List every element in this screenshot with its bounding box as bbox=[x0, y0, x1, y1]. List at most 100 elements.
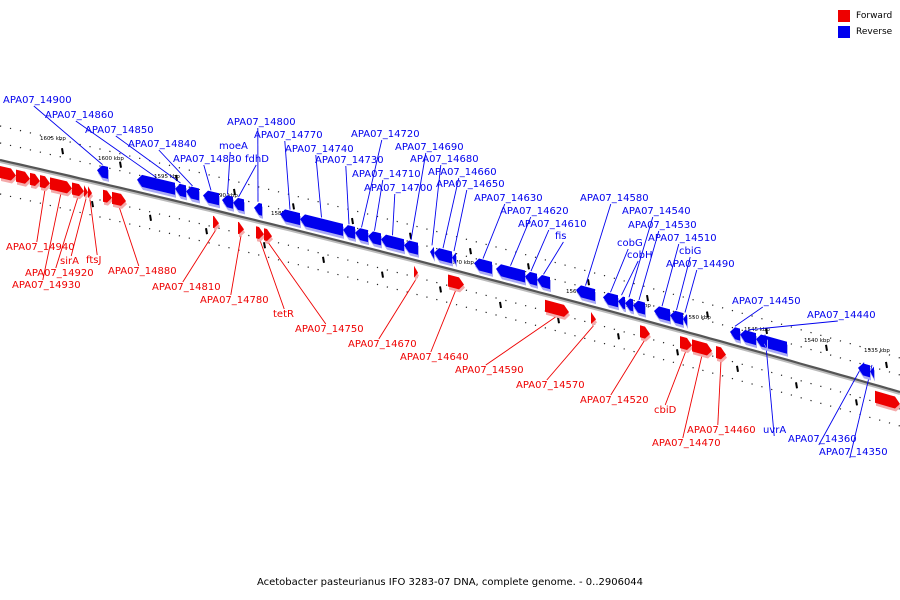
gene-label[interactable]: APA07_14660 bbox=[428, 167, 497, 178]
gene-label[interactable]: APA07_14940 bbox=[6, 242, 75, 253]
gene-label[interactable]: APA07_14470 bbox=[652, 438, 721, 449]
reverse-gene[interactable] bbox=[452, 252, 456, 265]
forward-gene[interactable] bbox=[112, 191, 126, 206]
forward-gene[interactable] bbox=[264, 228, 272, 241]
forward-gene[interactable] bbox=[591, 312, 596, 325]
reverse-gene[interactable] bbox=[233, 197, 244, 212]
reverse-gene[interactable] bbox=[603, 292, 618, 308]
gene-label[interactable]: APA07_14930 bbox=[12, 280, 81, 291]
forward-gene[interactable] bbox=[0, 166, 16, 181]
reverse-gene[interactable] bbox=[525, 271, 537, 286]
gene-label[interactable]: APA07_14850 bbox=[85, 125, 154, 136]
reverse-gene[interactable] bbox=[858, 363, 870, 378]
gene-label[interactable]: APA07_14680 bbox=[410, 154, 479, 165]
gene-label[interactable]: tetR bbox=[273, 309, 294, 320]
reverse-gene[interactable] bbox=[280, 209, 300, 226]
gene-label[interactable]: ftsJ bbox=[86, 255, 101, 266]
forward-gene[interactable] bbox=[238, 221, 244, 235]
gene-label[interactable]: APA07_14640 bbox=[400, 352, 469, 363]
forward-gene[interactable] bbox=[640, 325, 650, 339]
gene-label[interactable]: cbiG bbox=[679, 246, 701, 257]
gene-label[interactable]: cobH bbox=[627, 250, 652, 261]
gene-label[interactable]: sirA bbox=[60, 256, 79, 267]
gene-label[interactable]: APA07_14780 bbox=[200, 295, 269, 306]
forward-gene[interactable] bbox=[692, 339, 712, 356]
reverse-gene[interactable] bbox=[404, 240, 418, 255]
forward-gene[interactable] bbox=[84, 185, 88, 198]
reverse-gene[interactable] bbox=[625, 298, 633, 312]
gene-label[interactable]: fis bbox=[555, 231, 567, 242]
forward-gene[interactable] bbox=[213, 215, 219, 229]
forward-gene[interactable] bbox=[88, 186, 92, 199]
gene-label[interactable]: APA07_14650 bbox=[436, 179, 505, 190]
reverse-gene[interactable] bbox=[355, 228, 368, 243]
gene-label[interactable]: APA07_14520 bbox=[580, 395, 649, 406]
reverse-gene[interactable] bbox=[222, 195, 233, 209]
gene-label[interactable]: APA07_14840 bbox=[128, 139, 197, 150]
reverse-gene[interactable] bbox=[430, 246, 434, 259]
forward-gene[interactable] bbox=[103, 189, 112, 203]
reverse-gene[interactable] bbox=[300, 214, 343, 236]
reverse-gene[interactable] bbox=[576, 285, 595, 302]
gene-label[interactable]: APA07_14440 bbox=[807, 310, 876, 321]
forward-gene[interactable] bbox=[414, 265, 418, 278]
reverse-gene[interactable] bbox=[254, 203, 262, 216]
gene-label[interactable]: APA07_14810 bbox=[152, 282, 221, 293]
gene-label[interactable]: APA07_14460 bbox=[687, 425, 756, 436]
gene-label[interactable]: APA07_14630 bbox=[474, 193, 543, 204]
gene-label[interactable]: APA07_14570 bbox=[516, 380, 585, 391]
gene-label[interactable]: APA07_14750 bbox=[295, 324, 364, 335]
reverse-gene[interactable] bbox=[763, 336, 767, 349]
reverse-gene[interactable] bbox=[434, 248, 452, 264]
forward-gene[interactable] bbox=[545, 299, 569, 317]
gene-label[interactable]: APA07_14740 bbox=[285, 144, 354, 155]
gene-label[interactable]: APA07_14530 bbox=[628, 220, 697, 231]
gene-label[interactable]: fdhD bbox=[245, 154, 269, 165]
reverse-gene[interactable] bbox=[537, 275, 550, 290]
reverse-gene[interactable] bbox=[137, 174, 175, 195]
reverse-gene[interactable] bbox=[368, 231, 381, 246]
gene-label[interactable]: APA07_14720 bbox=[351, 129, 420, 140]
gene-label[interactable]: APA07_14580 bbox=[580, 193, 649, 204]
reverse-gene[interactable] bbox=[203, 190, 219, 206]
forward-gene[interactable] bbox=[875, 390, 900, 409]
reverse-gene[interactable] bbox=[730, 327, 740, 341]
reverse-gene[interactable] bbox=[474, 258, 492, 274]
gene-label[interactable]: APA07_14830 bbox=[173, 154, 242, 165]
gene-label[interactable]: APA07_14730 bbox=[315, 155, 384, 166]
gene-label[interactable]: APA07_14350 bbox=[819, 447, 888, 458]
reverse-gene[interactable] bbox=[381, 234, 404, 252]
reverse-gene[interactable] bbox=[633, 300, 645, 315]
gene-label[interactable]: APA07_14860 bbox=[45, 110, 114, 121]
gene-label[interactable]: APA07_14920 bbox=[25, 268, 94, 279]
forward-gene[interactable] bbox=[72, 182, 84, 197]
gene-label[interactable]: APA07_14590 bbox=[455, 365, 524, 376]
reverse-gene[interactable] bbox=[670, 310, 683, 325]
reverse-gene[interactable] bbox=[97, 165, 108, 179]
reverse-gene[interactable] bbox=[756, 334, 787, 354]
reverse-gene[interactable] bbox=[870, 366, 874, 379]
gene-label[interactable]: uvrA bbox=[763, 425, 786, 436]
reverse-gene[interactable] bbox=[186, 186, 199, 201]
forward-gene[interactable] bbox=[448, 274, 464, 290]
reverse-gene[interactable] bbox=[496, 264, 525, 283]
gene-label[interactable]: APA07_14490 bbox=[666, 259, 735, 270]
gene-label[interactable]: APA07_14620 bbox=[500, 206, 569, 217]
gene-label[interactable]: APA07_14510 bbox=[648, 233, 717, 244]
reverse-gene[interactable] bbox=[740, 330, 756, 346]
gene-label[interactable]: APA07_14880 bbox=[108, 266, 177, 277]
reverse-gene[interactable] bbox=[175, 183, 186, 198]
reverse-gene[interactable] bbox=[618, 296, 625, 310]
gene-label[interactable]: APA07_14670 bbox=[348, 339, 417, 350]
forward-gene[interactable] bbox=[716, 346, 726, 360]
gene-label[interactable]: moeA bbox=[219, 141, 248, 152]
forward-gene[interactable] bbox=[40, 175, 50, 189]
forward-gene[interactable] bbox=[50, 177, 72, 194]
gene-label[interactable]: APA07_14450 bbox=[732, 296, 801, 307]
gene-label[interactable]: APA07_14800 bbox=[227, 117, 296, 128]
gene-label[interactable]: APA07_14700 bbox=[364, 183, 433, 194]
gene-label[interactable]: APA07_14540 bbox=[622, 206, 691, 217]
forward-gene[interactable] bbox=[16, 169, 30, 184]
gene-label[interactable]: cbiD bbox=[654, 405, 677, 416]
gene-label[interactable]: APA07_14610 bbox=[518, 219, 587, 230]
